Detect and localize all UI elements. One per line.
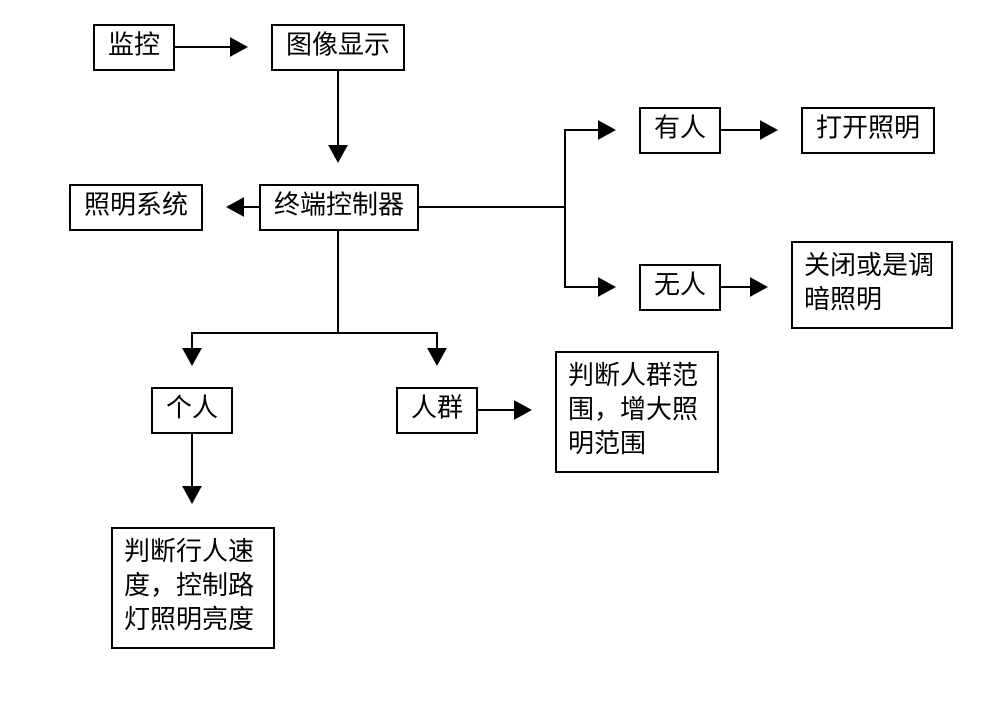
edge-no_person-close_dim	[720, 277, 768, 297]
node-individual: 个人	[152, 388, 232, 433]
node-image_display: 图像显示	[272, 25, 404, 70]
node-label: 围，增大照	[568, 395, 698, 424]
node-no_person: 无人	[640, 265, 720, 310]
node-label: 监控	[108, 30, 160, 59]
edge-image_display-terminal	[328, 70, 348, 163]
node-terminal: 终端控制器	[260, 185, 418, 230]
node-label: 个人	[166, 393, 218, 422]
edge-terminal-crowd	[338, 230, 447, 366]
flowchart-canvas: 监控 图像显示有人 打开照明照明系统 终端控制器无人 关闭或是调暗照明个人 人群 判断人群范…	[0, 0, 1000, 704]
node-label: 打开照明	[816, 113, 920, 142]
node-crowd: 人群	[397, 388, 477, 433]
node-label: 关闭或是调	[804, 251, 934, 280]
edge-terminal-individual	[182, 230, 338, 366]
node-monitor: 监控	[94, 25, 174, 70]
node-label: 灯照明亮度	[124, 605, 254, 634]
node-label: 终端控制器	[274, 190, 404, 219]
node-pedestrian: 判断行人速度，控制路灯照明亮度	[112, 528, 274, 648]
node-label: 判断行人速	[124, 537, 254, 566]
node-lighting_sys: 照明系统	[70, 185, 202, 230]
node-label: 照明系统	[84, 190, 188, 219]
edge-crowd-crowd_range	[477, 400, 532, 420]
edge-terminal-lighting_sys	[226, 197, 260, 217]
edge-terminal-no_person	[418, 207, 616, 297]
node-label: 人群	[411, 393, 463, 422]
edge-monitor-image_display	[174, 37, 248, 57]
node-label: 有人	[654, 113, 706, 142]
edge-individual-pedestrian	[182, 433, 202, 504]
node-open_light: 打开照明	[802, 108, 934, 153]
node-close_dim: 关闭或是调暗照明	[792, 242, 952, 328]
edge-terminal-has_person	[418, 120, 616, 207]
node-has_person: 有人	[640, 108, 720, 153]
node-label: 判断人群范	[568, 361, 698, 390]
node-crowd_range: 判断人群范围，增大照明范围	[556, 352, 718, 472]
node-label: 明范围	[568, 429, 646, 458]
node-label: 暗照明	[804, 285, 882, 314]
node-label: 无人	[654, 270, 706, 299]
edge-has_person-open_light	[720, 120, 778, 140]
node-label: 度，控制路	[124, 571, 254, 600]
node-label: 图像显示	[286, 30, 390, 59]
